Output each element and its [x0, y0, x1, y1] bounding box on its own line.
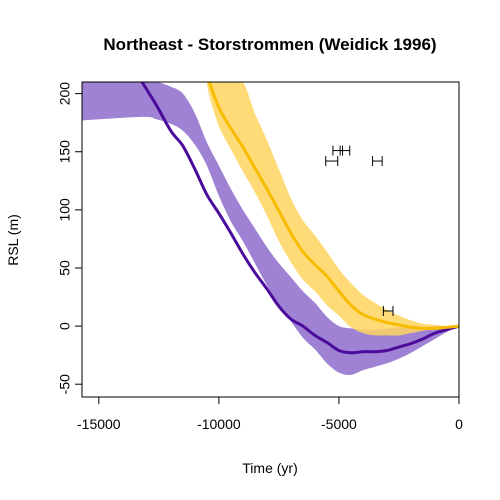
- series-1-line: [140, 82, 459, 355]
- y-axis-label: RSL (m): [5, 214, 21, 266]
- mean-lines: [140, 82, 459, 355]
- uncertainty-bands: [82, 82, 459, 375]
- data-point-3: [339, 145, 351, 156]
- y-axis: -50 0 50 100 150 200: [57, 82, 83, 394]
- y-tick-label: 100: [57, 198, 73, 222]
- series-2-line: [207, 82, 459, 331]
- y-tick-label: 0: [57, 322, 73, 330]
- data-points: [325, 145, 394, 316]
- y-tick-label: 50: [57, 260, 73, 276]
- y-tick-label: 200: [57, 82, 73, 106]
- y-tick-label: 150: [57, 140, 73, 164]
- x-tick-label: 0: [455, 416, 463, 432]
- data-point-5: [382, 305, 394, 316]
- series-2-band: [206, 82, 459, 336]
- series-1-band: [82, 82, 459, 375]
- x-axis-label: Time (yr): [242, 460, 297, 476]
- y-tick-label: -50: [57, 374, 73, 394]
- x-tick-label: -10000: [197, 416, 241, 432]
- x-axis: -15000 -10000 -5000 0: [77, 396, 463, 432]
- data-point-1: [325, 156, 339, 167]
- x-tick-label: -15000: [77, 416, 121, 432]
- x-tick-label: -5000: [321, 416, 357, 432]
- data-point-4: [372, 156, 383, 167]
- chart-title: Northeast - Storstrommen (Weidick 1996): [103, 35, 436, 54]
